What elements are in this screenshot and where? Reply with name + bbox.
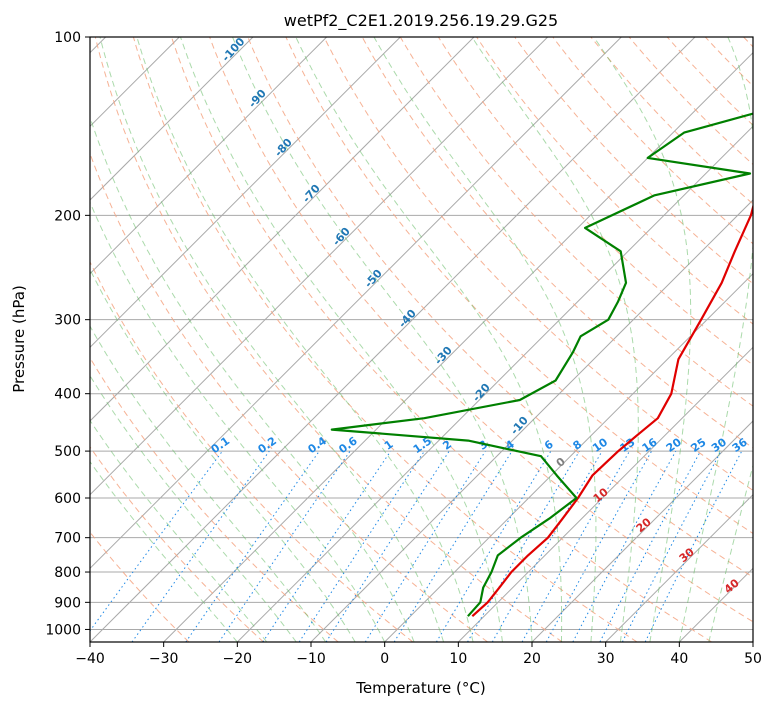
isotherm-line xyxy=(753,37,775,642)
dry-adiabat-label: 20 xyxy=(634,515,654,535)
mixing-ratio-label: 0.4 xyxy=(306,434,330,456)
mixing-ratio-label: 6 xyxy=(542,438,556,453)
mixing-ratio-line xyxy=(600,451,701,642)
x-tick-label: −10 xyxy=(296,651,326,667)
moist-adiabat-line xyxy=(137,37,473,642)
mixing-ratio-label: 0.1 xyxy=(209,434,232,456)
dry-adiabat-line xyxy=(19,37,413,642)
moist-adiabat-label: -90 xyxy=(246,87,269,111)
mixing-ratio-label: 8 xyxy=(571,438,585,453)
x-tick-label: 30 xyxy=(597,651,615,667)
mixing-ratio-label: 10 xyxy=(590,435,610,455)
moist-adiabat-label: -10 xyxy=(508,414,531,438)
moist-adiabat-label: -20 xyxy=(470,381,493,405)
y-tick-label: 900 xyxy=(54,595,81,611)
isotherm-line xyxy=(532,37,775,642)
x-axis-label: Temperature (°C) xyxy=(355,679,485,697)
dry-adiabat-label: 30 xyxy=(677,545,697,565)
isotherm-line xyxy=(679,37,775,642)
isotherm-line xyxy=(90,37,695,642)
dry-adiabat-label: 40 xyxy=(722,576,742,596)
x-tick-label: 40 xyxy=(670,651,688,667)
moist-adiabat-label: -40 xyxy=(396,307,419,331)
y-tick-label: 200 xyxy=(54,208,81,224)
mixing-ratio-label: 16 xyxy=(640,435,660,455)
mixing-ratio-label: 36 xyxy=(730,435,750,455)
dry-adiabat-line xyxy=(438,37,775,642)
temperature-line xyxy=(472,37,775,616)
mixing-ratio-line xyxy=(326,451,449,642)
dry-adiabat-line xyxy=(95,37,562,642)
isotherm-line xyxy=(164,37,769,642)
x-tick-label: −30 xyxy=(149,651,179,667)
isotherm-line xyxy=(458,37,775,642)
y-tick-label: 100 xyxy=(54,30,81,46)
moist-adiabat-label: -100 xyxy=(219,35,247,64)
moist-adiabat-label: -60 xyxy=(330,225,353,249)
moist-adiabat-line xyxy=(594,37,691,642)
moist-adiabat-line xyxy=(40,37,384,642)
y-axis-label: Pressure (hPa) xyxy=(10,285,28,393)
isotherm-line xyxy=(16,37,621,642)
dry-adiabat-line xyxy=(133,37,637,642)
isotherm-line xyxy=(0,37,400,642)
chart-title: wetPf2_C2E1.2019.256.19.29.G25 xyxy=(284,11,558,31)
moist-adiabat-line xyxy=(16,37,356,642)
plot-frame xyxy=(90,37,753,642)
background-lines xyxy=(0,37,775,642)
mixing-ratio-label: 25 xyxy=(689,436,709,455)
moist-adiabat-label: -30 xyxy=(432,344,455,368)
isotherm-line xyxy=(0,37,474,642)
isotherm-line xyxy=(237,37,775,642)
mixing-ratio-line xyxy=(365,451,485,642)
mixing-ratio-line xyxy=(219,451,350,642)
y-tick-label: 400 xyxy=(54,387,81,403)
moist-adiabat-line xyxy=(0,37,267,642)
x-tick-label: 10 xyxy=(449,651,467,667)
dry-adiabat-line xyxy=(744,37,775,642)
mixing-ratio-line xyxy=(573,451,676,642)
moist-adiabat-line xyxy=(709,37,775,642)
y-tick-label: 700 xyxy=(54,531,81,547)
mixing-ratio-line xyxy=(299,451,424,642)
x-tick-label: 0 xyxy=(380,651,389,667)
isotherm-line xyxy=(0,37,253,642)
x-tick-label: −40 xyxy=(75,651,105,667)
mixing-ratio-label: 0.6 xyxy=(336,434,360,456)
x-tick-label: 50 xyxy=(744,651,762,667)
mixing-ratio-label: 20 xyxy=(664,435,684,455)
y-tick-label: 1000 xyxy=(45,622,81,638)
moist-adiabat-line xyxy=(0,37,296,642)
x-tick-label: −20 xyxy=(223,651,253,667)
mixing-ratio-line xyxy=(132,451,269,642)
dry-adiabat-line xyxy=(705,37,775,642)
mixing-ratio-line xyxy=(645,451,742,642)
dry-adiabat-label: 0 xyxy=(554,455,568,470)
mixing-ratio-line xyxy=(546,451,651,642)
mixing-ratio-line xyxy=(468,451,580,642)
y-tick-label: 500 xyxy=(54,444,81,460)
dry-adiabat-line xyxy=(57,37,488,642)
y-tick-label: 800 xyxy=(54,565,81,581)
moist-adiabat-line xyxy=(0,37,237,642)
moist-adiabat-line xyxy=(181,37,503,642)
dry-adiabat-line xyxy=(515,37,775,642)
moist-adiabat-line xyxy=(233,37,533,642)
moist-adiabat-line xyxy=(68,37,414,642)
y-tick-label: 300 xyxy=(54,313,81,329)
x-tick-label: 20 xyxy=(523,651,541,667)
mixing-ratio-line xyxy=(263,451,391,642)
dry-adiabat-line xyxy=(0,37,263,642)
mixing-ratio-label: 30 xyxy=(709,435,729,455)
moist-adiabat-label: -70 xyxy=(300,182,323,206)
y-tick-label: 600 xyxy=(54,491,81,507)
dry-adiabat-line xyxy=(553,37,775,642)
dry-adiabat-line xyxy=(0,37,189,642)
moist-adiabat-line xyxy=(374,37,596,642)
